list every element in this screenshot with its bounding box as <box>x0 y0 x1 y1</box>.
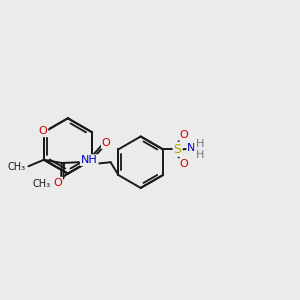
Text: O: O <box>102 138 111 148</box>
Text: O: O <box>179 130 188 140</box>
Text: CH₃: CH₃ <box>33 179 51 189</box>
Text: H: H <box>195 150 204 160</box>
Text: O: O <box>179 159 188 169</box>
Text: NH: NH <box>81 155 98 165</box>
Text: H: H <box>195 140 204 149</box>
Text: CH₃: CH₃ <box>7 162 25 172</box>
Text: O: O <box>53 178 62 188</box>
Text: O: O <box>39 126 47 136</box>
Text: N: N <box>187 143 196 153</box>
Text: S: S <box>174 143 182 156</box>
